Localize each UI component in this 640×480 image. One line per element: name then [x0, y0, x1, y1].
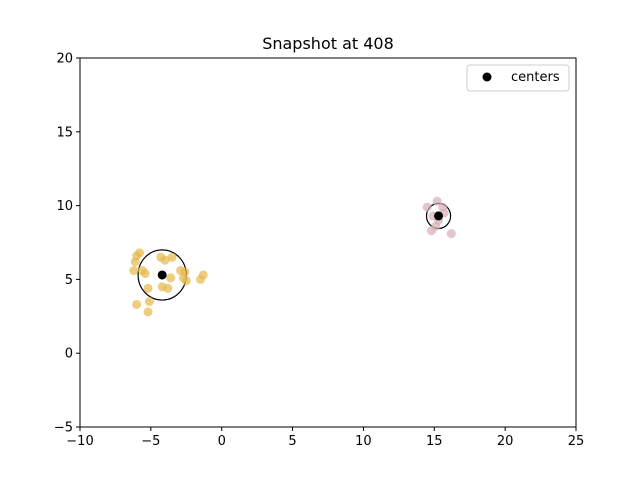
data-point: [160, 255, 170, 265]
y-tick-label: −5: [54, 421, 73, 436]
center-point: [157, 270, 167, 280]
plot-frame: [79, 57, 577, 428]
y-tick-label: 20: [56, 52, 73, 67]
legend: centers: [466, 64, 570, 92]
data-point: [132, 299, 142, 309]
x-tick-label: 15: [426, 434, 443, 449]
data-point: [143, 283, 153, 293]
data-point: [144, 297, 154, 307]
data-point: [130, 257, 140, 267]
y-tick-label: 0: [65, 347, 73, 362]
data-point: [143, 307, 153, 317]
legend-box: [466, 64, 570, 92]
data-point: [181, 276, 191, 286]
data-point: [166, 273, 176, 283]
plot-area: [129, 196, 456, 317]
y-tick-label: 5: [65, 273, 73, 288]
x-tick-label: 0: [218, 434, 226, 449]
center-point: [434, 211, 444, 221]
legend-label-centers: centers: [511, 70, 560, 85]
data-point: [426, 226, 436, 236]
data-point: [422, 202, 432, 212]
y-tick-label: 10: [56, 199, 73, 214]
x-tick-label: −10: [66, 434, 93, 449]
data-point: [163, 283, 173, 293]
x-tick-label: −5: [141, 434, 160, 449]
x-tick-label: 10: [355, 434, 372, 449]
x-tick-label: 25: [568, 434, 585, 449]
data-point: [129, 266, 139, 276]
x-tick-label: 20: [497, 434, 514, 449]
data-point: [198, 270, 208, 280]
y-tick-label: 15: [56, 125, 73, 140]
legend-marker-centers: [482, 72, 492, 82]
data-point: [167, 252, 177, 262]
data-point: [140, 268, 150, 278]
data-point: [446, 229, 456, 239]
chart-title: Snapshot at 408: [262, 34, 394, 53]
x-tick-label: 5: [288, 434, 296, 449]
data-point: [432, 196, 442, 206]
